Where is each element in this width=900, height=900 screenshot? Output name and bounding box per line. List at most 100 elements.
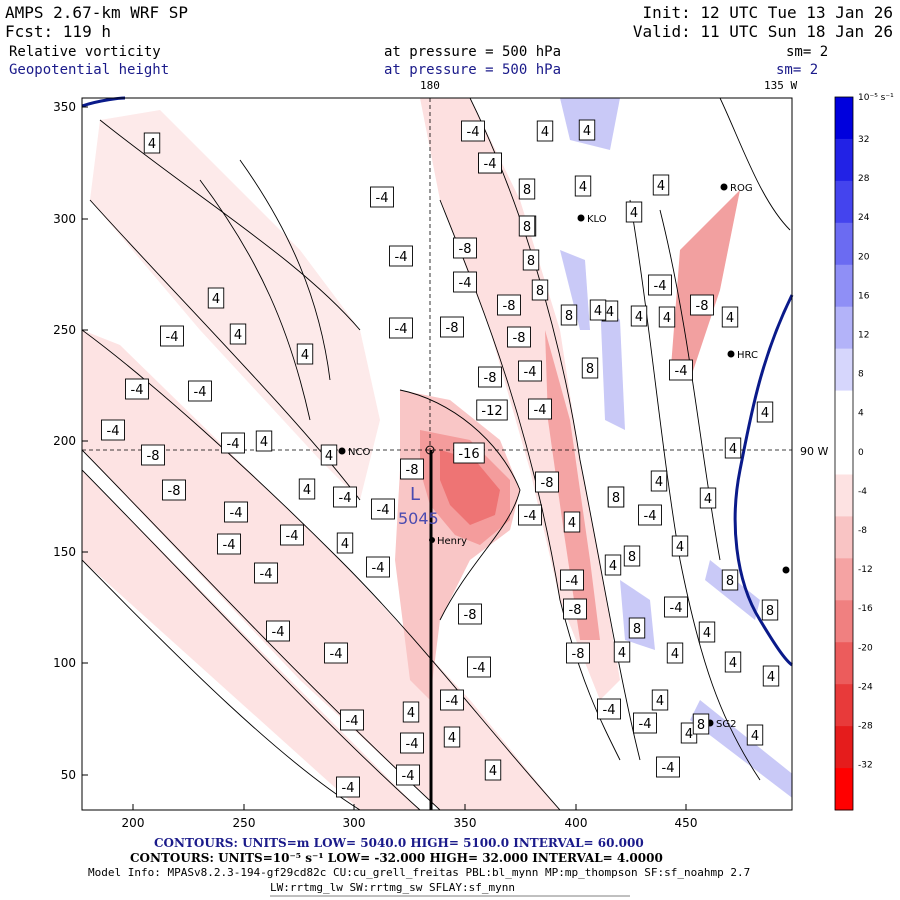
colorbar-tick-label: 12 <box>858 331 869 341</box>
colorbar-swatch <box>835 348 853 392</box>
contour-label: 4 <box>609 559 617 574</box>
colorbar-swatch <box>835 516 853 559</box>
contour-label: 8 <box>523 183 531 198</box>
contour-label: 8 <box>527 254 535 269</box>
contour-label: 4 <box>703 626 711 641</box>
station-label: NCO <box>348 447 370 458</box>
contour-label-box <box>324 642 348 664</box>
colorbar-swatch <box>835 264 853 308</box>
colorbar-tick-label: 24 <box>858 213 870 223</box>
contour-label-box <box>333 486 357 508</box>
colorbar-tick-label: -32 <box>858 761 873 771</box>
contour-label: 4 <box>325 449 333 464</box>
contour-label-box <box>400 458 424 480</box>
contour-label-box <box>497 294 521 316</box>
contour-label-box <box>522 249 540 271</box>
contour-label-box <box>623 545 641 567</box>
contour-label-box <box>604 554 622 576</box>
contour-label: 8 <box>726 574 734 589</box>
contour-label: 4 <box>685 727 693 742</box>
contour-label-box <box>224 501 248 523</box>
colorbar-tick-label: -24 <box>858 682 873 692</box>
pos-streak-1 <box>560 250 590 330</box>
field2-name: Geopotential height <box>9 62 170 78</box>
contour-label-box <box>669 359 693 381</box>
contour-label: 4 <box>303 483 311 498</box>
contour-label-box <box>440 689 464 711</box>
contour-label-box <box>724 651 742 673</box>
station-label: SG2 <box>716 719 736 730</box>
contour-label-box <box>560 304 578 326</box>
contour-label: -8 <box>541 476 554 491</box>
contour-label-box <box>690 294 714 316</box>
contour-label-box <box>188 380 212 402</box>
colorbar-tick-label: -12 <box>858 565 873 575</box>
field1-sm: sm= 2 <box>786 44 829 60</box>
contour-label: 8 <box>633 622 641 637</box>
y-tick-labels: 350 300 250 200 150 100 50 <box>53 100 76 782</box>
neg-streak-northeast <box>670 190 740 380</box>
low-center-marker <box>425 445 435 455</box>
contour-label-box <box>229 323 247 345</box>
contour-label-box <box>402 701 420 723</box>
contour-label-box <box>221 432 245 454</box>
contour-label: 8 <box>536 284 544 299</box>
lon-label-180: 180 <box>420 79 440 92</box>
contour-label-box <box>699 487 717 509</box>
contour-label-box <box>340 709 364 731</box>
contour-label: -12 <box>481 404 502 419</box>
y-tick-label: 150 <box>53 545 76 559</box>
contour-label: -4 <box>446 694 459 709</box>
contour-label-box <box>255 430 273 452</box>
contour-label-box <box>578 119 596 141</box>
contour-label: -8 <box>484 371 497 386</box>
contour-label: -16 <box>458 447 479 462</box>
contour-label-box <box>633 712 657 734</box>
contour-label-box <box>143 132 161 154</box>
low-center-letter: L <box>410 484 420 505</box>
x-tick-label: 200 <box>122 816 145 830</box>
contour-label: 8 <box>628 550 636 565</box>
contour-label: -8 <box>168 484 181 499</box>
contour-label: -4 <box>484 157 497 172</box>
contour-label-box <box>217 533 241 555</box>
footer-radiation-info: LW:rrtmg_lw SW:rrtmg_sw SFLAY:sf_mynn <box>270 881 516 894</box>
contour-label: -4 <box>272 625 285 640</box>
contour-label-box <box>658 306 676 328</box>
x-tick-label: 350 <box>454 816 477 830</box>
contour-label-box <box>721 569 739 591</box>
field1-pressure: at pressure = 500 hPa <box>384 44 562 60</box>
colorbar-tick-label: 20 <box>858 252 870 262</box>
contour-label: -4 <box>395 250 408 265</box>
contour-label-box <box>371 498 395 520</box>
contour-label: 4 <box>726 311 734 326</box>
contour-label: -4 <box>376 191 389 206</box>
contour-label: -8 <box>569 603 582 618</box>
station-dot <box>577 214 585 222</box>
contour-label-box <box>518 360 542 382</box>
y-tick-label: 300 <box>53 212 76 226</box>
contour-label: 4 <box>663 311 671 326</box>
contour-label: 4 <box>260 435 268 450</box>
contour-label: -8 <box>446 321 459 336</box>
contour-label-box <box>400 732 424 754</box>
colorbar-tick-label: -16 <box>858 604 873 614</box>
contour-label-box <box>296 343 314 365</box>
contour-label: -4 <box>406 737 419 752</box>
contour-label-box <box>563 598 587 620</box>
contour-label: 8 <box>586 362 594 377</box>
contour-label: 4 <box>301 348 309 363</box>
contour-label-box <box>518 178 536 200</box>
contour-label: 8 <box>612 491 620 506</box>
contour-label: 4 <box>767 670 775 685</box>
x-tick-labels: 200 250 300 350 400 450 <box>122 816 698 830</box>
x-tick-label: 450 <box>675 816 698 830</box>
contour-label-box <box>613 641 631 663</box>
colorbar: 32 28 24 20 16 12 8 4 0 -4 -8 -12 -16 -20 -24 -28 -32 <box>834 96 873 811</box>
y-tick-label: 250 <box>53 323 76 337</box>
contour-label-box <box>458 603 482 625</box>
contour-label-box <box>574 175 592 197</box>
contour-label: -4 <box>524 365 537 380</box>
contour-label: -4 <box>402 769 415 784</box>
